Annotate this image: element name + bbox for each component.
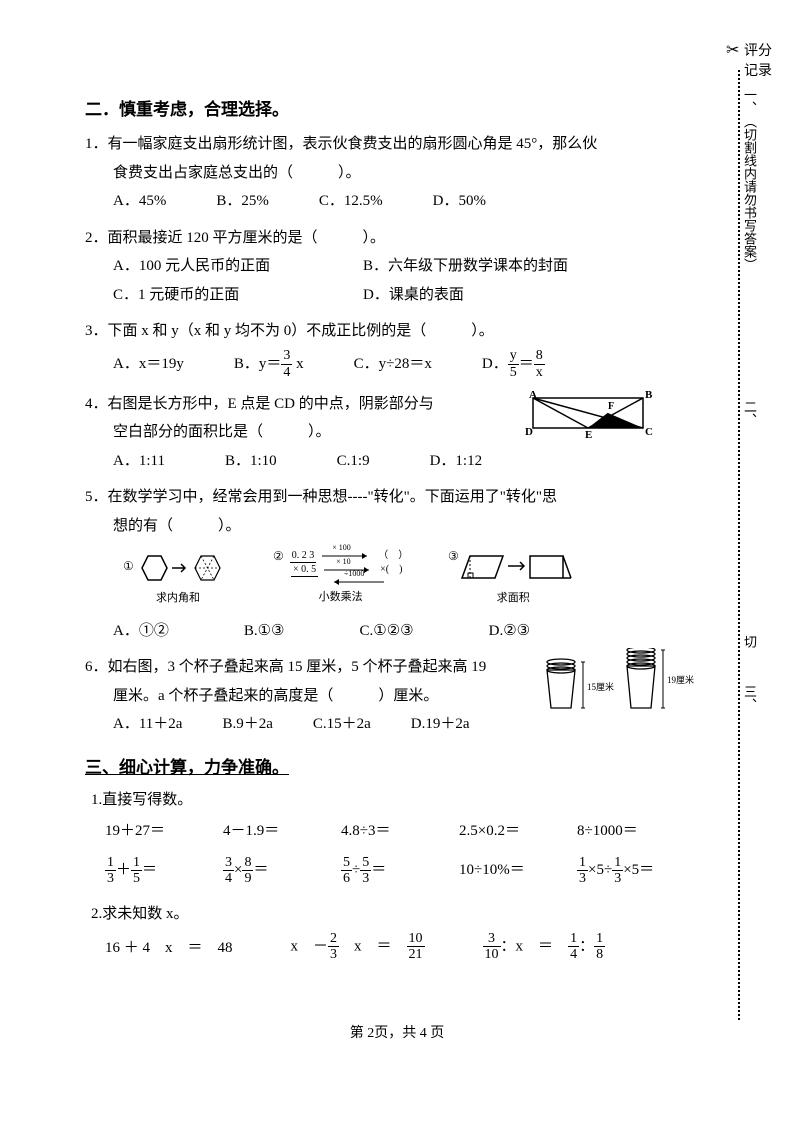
q1-text1: 1．有一幅家庭支出扇形统计图，表示伙食费支出的扇形圆心角是 45°，那么伙 [85, 130, 645, 159]
q2-text: 2．面积最接近 120 平方厘米的是（ ）。 [85, 224, 645, 253]
c1e: 8÷1000＝ [577, 814, 669, 849]
q2-optC: C．1 元硬币的正面 [113, 281, 363, 310]
score-label: 评分记录 [744, 40, 776, 80]
q2-optD: D．课桌的表面 [363, 281, 613, 310]
c2c: 56÷53＝ [341, 853, 433, 888]
q5-d1-caption: 求内角和 [156, 588, 200, 609]
q5-d3: ③ 求面积 [448, 548, 578, 609]
q5-d2: ② 0. 2 3 × 100 （ ） × 0. 5 × 10 [273, 549, 408, 607]
q3b-frac: 34 [281, 348, 292, 380]
q4-optB: B．1:10 [225, 447, 277, 476]
q3d-eq: ＝ [519, 356, 534, 372]
q5-text2: 想的有（ ）。 [85, 512, 645, 541]
q5-d2-caption: 小数乘法 [319, 587, 363, 608]
q1-optD: D．50% [433, 187, 486, 216]
svg-text:①: ① [123, 559, 134, 573]
q6-diagram: 15厘米 19厘米 [535, 648, 705, 718]
svg-text:D: D [525, 426, 533, 438]
c2a: 13＋15＝ [105, 853, 197, 888]
cut-note: （切割线内请勿书写答案） [740, 115, 759, 271]
q4: 4．右图是长方形中，E 点是 CD 的中点，阴影部分与 空白部分的面积比是（ ）… [85, 390, 645, 476]
q3-optC: C．y÷28＝x [354, 346, 432, 382]
svg-text:③: ③ [448, 549, 459, 563]
svg-text:A: A [529, 390, 537, 401]
q1-optB: B．25% [216, 187, 269, 216]
svg-text:F: F [608, 401, 614, 412]
q3b-pre: B．y＝ [234, 356, 282, 372]
sub2: 2.求未知数 x。 [91, 902, 645, 923]
margin-m2: 二、 [740, 400, 759, 426]
q3-optD: D．y5＝8x [482, 346, 545, 382]
q5-diagrams: ① 求内角和 ② 0. 2 3 × [85, 548, 645, 609]
svg-text:E: E [585, 429, 592, 438]
right-margin: ✂ 评分记录 一、 （切割线内请勿书写答案） 二、 切 三、 [716, 40, 776, 1040]
q5-optA: A．①② [113, 617, 169, 646]
svg-text:C: C [645, 426, 653, 438]
svg-text:15厘米: 15厘米 [587, 681, 614, 692]
q3-optA: A．x＝19y [113, 346, 184, 382]
eq-row: 16 ＋ 4 x ＝ 48 x －23 x ＝ 1021 310：x ＝ 14：… [85, 931, 645, 963]
eq1: 16 ＋ 4 x ＝ 48 [105, 936, 233, 957]
q5-optD: D.②③ [489, 617, 530, 646]
q2: 2．面积最接近 120 平方厘米的是（ ）。 A．100 元人民币的正面 B．六… [85, 224, 645, 310]
calc-row1: 19＋27＝ 4－1.9＝ 4.8÷3＝ 2.5×0.2＝ 8÷1000＝ [85, 814, 645, 849]
svg-text:B: B [645, 390, 653, 401]
eq3: 310：x ＝ 14：18 [483, 931, 606, 963]
q6-optD: D.19＋2a [411, 710, 470, 739]
q4-diagram: A B C D E F [525, 390, 655, 438]
q5-optC: C.①②③ [360, 617, 414, 646]
c2e: 13×5÷13×5＝ [577, 853, 669, 888]
margin-m1: 一、 [740, 88, 759, 114]
q5-d1: ① 求内角和 [123, 548, 233, 609]
c2d: 10÷10%＝ [459, 853, 551, 888]
c2b: 34×89＝ [223, 853, 315, 888]
q2-options: A．100 元人民币的正面 B．六年级下册数学课本的封面 C．1 元硬币的正面 … [85, 252, 645, 309]
margin-m3: 三、 [740, 685, 759, 711]
q3-text: 3．下面 x 和 y（x 和 y 均不为 0）不成正比例的是（ ）。 [85, 317, 645, 346]
q5-options: A．①② B.①③ C.①②③ D.②③ [85, 617, 645, 646]
c1d: 2.5×0.2＝ [459, 814, 551, 849]
q3: 3．下面 x 和 y（x 和 y 均不为 0）不成正比例的是（ ）。 A．x＝1… [85, 317, 645, 382]
q4-optD: D．1:12 [430, 447, 483, 476]
section2-title: 二．慎重考虑，合理选择。 [85, 95, 645, 120]
q6-optC: C.15＋2a [313, 710, 371, 739]
c1a: 19＋27＝ [105, 814, 197, 849]
margin-cut: 切 [740, 635, 759, 648]
section3-title: 三、细心计算，力争准确。 [85, 753, 645, 778]
q1-optC: C．12.5% [319, 187, 383, 216]
q4-options: A．1:11 B．1:10 C.1:9 D．1:12 [85, 447, 645, 476]
q3-optB: B．y＝34 x [234, 346, 304, 382]
q3d-pre: D． [482, 356, 508, 372]
q1-optA: A．45% [113, 187, 166, 216]
q1: 1．有一幅家庭支出扇形统计图，表示伙食费支出的扇形圆心角是 45°，那么伙 食费… [85, 130, 645, 216]
q3d-frac1: y5 [508, 348, 519, 380]
q3b-post: x [292, 356, 303, 372]
scissors-icon: ✂ [726, 40, 739, 60]
main-content: 二．慎重考虑，合理选择。 1．有一幅家庭支出扇形统计图，表示伙食费支出的扇形圆心… [85, 95, 645, 963]
q6-optB: B.9＋2a [222, 710, 272, 739]
svg-text:19厘米: 19厘米 [667, 674, 694, 685]
q4-optC: C.1:9 [337, 447, 370, 476]
q3-options: A．x＝19y B．y＝34 x C．y÷28＝x D．y5＝8x [85, 346, 645, 382]
q2-optA: A．100 元人民币的正面 [113, 252, 363, 281]
q3d-frac2: 8x [534, 348, 545, 380]
q1-text2: 食费支出占家庭总支出的（ ）。 [85, 159, 645, 188]
sub1: 1.直接写得数。 [91, 788, 645, 809]
q1-options: A．45% B．25% C．12.5% D．50% [85, 187, 645, 216]
q6: 6．如右图，3 个杯子叠起来高 15 厘米，5 个杯子叠起来高 19 厘米。a … [85, 653, 645, 739]
q5-d3-caption: 求面积 [497, 588, 530, 609]
eq2: x －23 x ＝ 1021 [291, 931, 425, 963]
q4-optA: A．1:11 [113, 447, 165, 476]
q5-optB: B.①③ [244, 617, 285, 646]
c1c: 4.8÷3＝ [341, 814, 433, 849]
page-footer: 第 2页，共 4 页 [0, 1022, 794, 1042]
q2-optB: B．六年级下册数学课本的封面 [363, 252, 613, 281]
q5-text1: 5．在数学学习中，经常会用到一种思想----"转化"。下面运用了"转化"思 [85, 483, 645, 512]
c1b: 4－1.9＝ [223, 814, 315, 849]
calc-row2: 13＋15＝ 34×89＝ 56÷53＝ 10÷10%＝ 13×5÷13×5＝ [85, 853, 645, 888]
q5: 5．在数学学习中，经常会用到一种思想----"转化"。下面运用了"转化"思 想的… [85, 483, 645, 645]
q6-optA: A．11＋2a [113, 710, 182, 739]
